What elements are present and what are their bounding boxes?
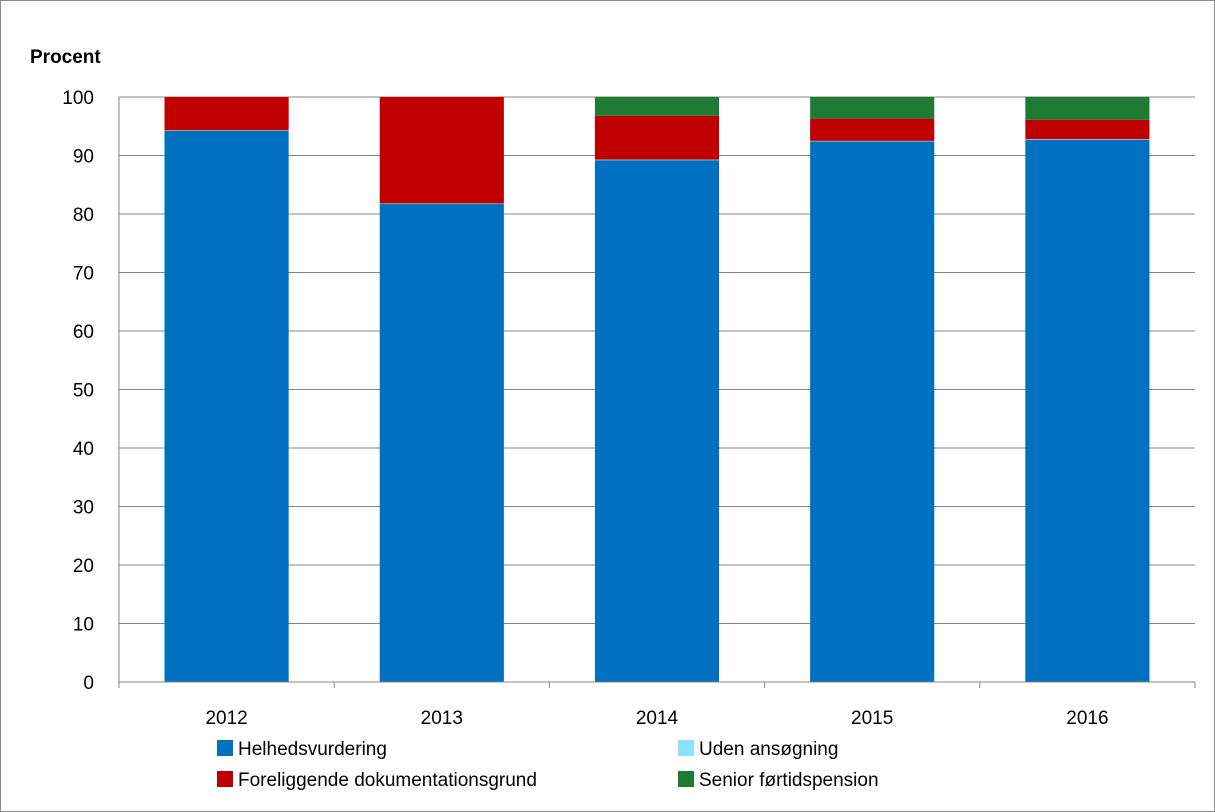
- bar-segment: [810, 140, 935, 142]
- y-tick-label: 20: [73, 556, 94, 577]
- y-tick-label: 60: [73, 322, 94, 343]
- y-tick-label: 70: [73, 264, 94, 285]
- y-tick-label: 80: [73, 205, 94, 226]
- legend-swatch: [217, 771, 233, 787]
- legend: Helhedsvurdering Uden ansøgning Foreliggen…: [217, 739, 879, 791]
- legend-label: Uden ansøgning: [699, 739, 838, 760]
- bar-segment: [1025, 97, 1150, 120]
- bars: [164, 97, 1150, 683]
- bar-segment: [164, 130, 289, 131]
- bar-segment: [1025, 119, 1150, 140]
- x-tick-label: 2012: [205, 708, 247, 729]
- y-tick-label: 50: [73, 381, 94, 402]
- y-tick-labels: 0 10 20 30 40 50 60 70 80 90 100: [62, 88, 94, 694]
- legend-swatch: [678, 771, 694, 787]
- bar-segment: [1025, 139, 1150, 682]
- legend-item: Foreliggende dokumentationsgrund: [217, 770, 537, 791]
- legend-item: Senior førtidspension: [678, 770, 879, 791]
- y-axis-label: Procent: [30, 47, 101, 68]
- bar-segment: [810, 141, 935, 682]
- y-tick-label: 10: [73, 615, 94, 636]
- y-tick-label: 30: [73, 498, 94, 519]
- x-tick-label: 2013: [421, 708, 463, 729]
- legend-label: Senior førtidspension: [699, 770, 879, 791]
- x-tick-label: 2016: [1066, 708, 1108, 729]
- bar-segment: [379, 97, 504, 204]
- bar-segment: [1025, 139, 1150, 140]
- legend-item: Uden ansøgning: [678, 739, 838, 760]
- bar-segment: [594, 159, 720, 161]
- legend-label: Foreliggende dokumentationsgrund: [238, 770, 537, 791]
- x-tick-labels: 2012 2013 2014 2015 2016: [205, 708, 1108, 729]
- bar-segment: [164, 97, 289, 131]
- bar-segment: [594, 115, 720, 160]
- x-tick-label: 2014: [636, 708, 679, 729]
- x-tick-label: 2015: [851, 708, 893, 729]
- y-tick-label: 100: [62, 88, 94, 109]
- axes: [118, 97, 1196, 688]
- bar-segment: [379, 204, 504, 683]
- legend-label: Helhedsvurdering: [238, 739, 387, 760]
- y-tick-label: 0: [83, 673, 94, 694]
- y-tick-label: 40: [73, 439, 94, 460]
- legend-item: Helhedsvurdering: [217, 739, 387, 760]
- bar-segment: [810, 97, 935, 119]
- bar-segment: [379, 203, 504, 205]
- legend-swatch: [217, 740, 233, 756]
- bar-segment: [164, 130, 289, 682]
- bar-segment: [594, 97, 720, 116]
- bar-segment: [810, 118, 935, 141]
- legend-swatch: [678, 740, 694, 756]
- bar-segment: [594, 160, 720, 682]
- y-tick-label: 90: [73, 147, 94, 168]
